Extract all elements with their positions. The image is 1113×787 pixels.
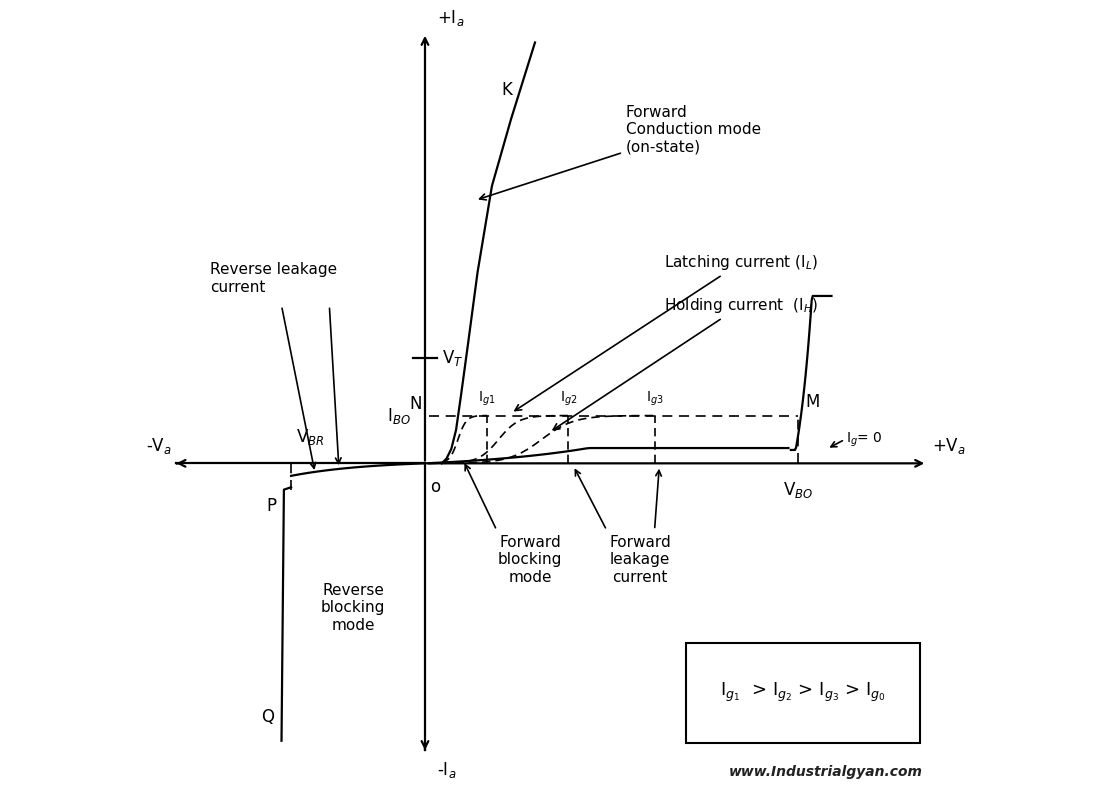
Text: I$_{g_1}$  > I$_{g_2}$ > I$_{g_3}$ > I$_{g_0}$: I$_{g_1}$ > I$_{g_2}$ > I$_{g_3}$ > I$_{… xyxy=(720,682,886,704)
Text: -I$_a$: -I$_a$ xyxy=(437,760,456,780)
Text: I$_{g2}$: I$_{g2}$ xyxy=(560,390,578,408)
Text: I$_{g3}$: I$_{g3}$ xyxy=(646,390,663,408)
Text: Reverse leakage
current: Reverse leakage current xyxy=(209,263,337,295)
Text: I$_g$= 0: I$_g$= 0 xyxy=(846,430,883,449)
Text: +I$_a$: +I$_a$ xyxy=(437,8,464,28)
Text: o: o xyxy=(430,478,440,496)
Text: Latching current (I$_L$): Latching current (I$_L$) xyxy=(515,253,818,411)
Text: N: N xyxy=(410,395,422,413)
Text: V$_T$: V$_T$ xyxy=(442,348,463,368)
Text: Reverse
blocking
mode: Reverse blocking mode xyxy=(321,583,385,633)
Text: I$_{g1}$: I$_{g1}$ xyxy=(479,390,496,408)
Text: Forward
blocking
mode: Forward blocking mode xyxy=(498,535,562,585)
FancyBboxPatch shape xyxy=(686,643,920,743)
Text: -V$_a$: -V$_a$ xyxy=(146,436,171,456)
Text: +V$_a$: +V$_a$ xyxy=(932,436,966,456)
Text: Holding current  (I$_H$): Holding current (I$_H$) xyxy=(553,296,818,430)
Text: Forward
leakage
current: Forward leakage current xyxy=(609,535,671,585)
Text: I$_{BO}$: I$_{BO}$ xyxy=(387,405,411,426)
Text: M: M xyxy=(805,393,819,411)
Text: V$_{BR}$: V$_{BR}$ xyxy=(296,427,324,446)
Text: Q: Q xyxy=(260,708,274,726)
Text: K: K xyxy=(502,81,512,99)
Text: www.Industrialgyan.com: www.Industrialgyan.com xyxy=(728,765,923,778)
Text: P: P xyxy=(267,497,277,515)
Text: Forward
Conduction mode
(on-state): Forward Conduction mode (on-state) xyxy=(480,105,761,200)
Text: V$_{BO}$: V$_{BO}$ xyxy=(782,480,814,500)
